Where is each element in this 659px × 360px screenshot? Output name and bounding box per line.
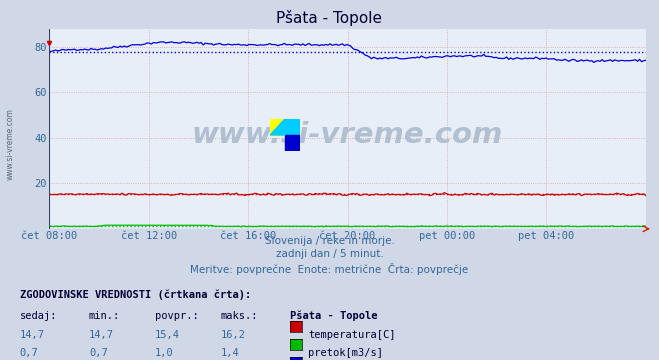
Text: 1,0: 1,0 [155, 348, 173, 359]
Text: Slovenija / reke in morje.: Slovenija / reke in morje. [264, 236, 395, 246]
Text: www.si-vreme.com: www.si-vreme.com [192, 121, 503, 149]
Text: 14,7: 14,7 [89, 330, 114, 341]
Text: Meritve: povprečne  Enote: metrične  Črta: povprečje: Meritve: povprečne Enote: metrične Črta:… [190, 263, 469, 275]
Text: pretok[m3/s]: pretok[m3/s] [308, 348, 384, 359]
Text: min.:: min.: [89, 311, 120, 321]
Text: maks.:: maks.: [221, 311, 258, 321]
Bar [285, 119, 300, 135]
Text: 0,7: 0,7 [89, 348, 107, 359]
Text: www.si-vreme.com: www.si-vreme.com [5, 108, 14, 180]
Text: sedaj:: sedaj: [20, 311, 57, 321]
Text: 14,7: 14,7 [20, 330, 45, 341]
Text: Pšata - Topole: Pšata - Topole [277, 10, 382, 26]
Text: 1,4: 1,4 [221, 348, 239, 359]
Text: ZGODOVINSKE VREDNOSTI (črtkana črta):: ZGODOVINSKE VREDNOSTI (črtkana črta): [20, 290, 251, 300]
Text: zadnji dan / 5 minut.: zadnji dan / 5 minut. [275, 249, 384, 260]
Polygon shape [270, 119, 285, 135]
Text: 15,4: 15,4 [155, 330, 180, 341]
Text: Pšata - Topole: Pšata - Topole [290, 311, 378, 321]
Text: povpr.:: povpr.: [155, 311, 198, 321]
Text: 0,7: 0,7 [20, 348, 38, 359]
Text: temperatura[C]: temperatura[C] [308, 330, 396, 341]
Bar [270, 119, 285, 135]
Text: 16,2: 16,2 [221, 330, 246, 341]
Bar [285, 135, 300, 151]
